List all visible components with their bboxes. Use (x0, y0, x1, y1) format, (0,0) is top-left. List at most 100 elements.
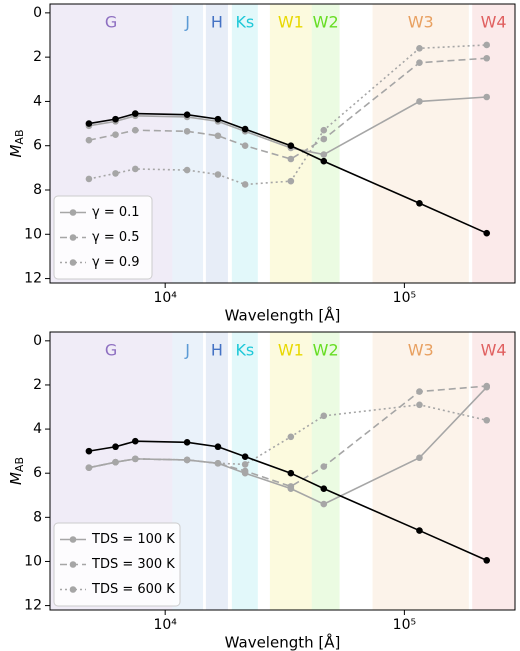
panel: G J H Ks W1 W2 W3 W4 0 2 4 6 8 10 12 10⁴ 10⁵ Wavelength [… (7, 3, 516, 325)
marker (183, 456, 191, 464)
marker (241, 181, 249, 188)
legend: γ = 0.1 γ = 0.5 γ = 0.9 (53, 195, 153, 280)
y-tick-label: 2 (33, 49, 42, 65)
marker (241, 453, 249, 460)
series-line (88, 57, 487, 160)
marker (85, 175, 93, 183)
legend-label: TDS = 300 K (91, 557, 175, 572)
band-label: H (211, 341, 223, 360)
marker (320, 157, 328, 165)
marker (131, 110, 139, 117)
band-label: W1 (278, 341, 304, 360)
marker (112, 115, 119, 123)
marker (183, 166, 191, 174)
marker (483, 229, 491, 237)
legend-marker (69, 536, 77, 543)
band-label: W2 (313, 341, 339, 360)
band-label: Ks (235, 341, 254, 360)
legend: TDS = 100 K TDS = 300 K TDS = 600 K (53, 522, 181, 607)
legend-label: γ = 0.9 (92, 255, 140, 270)
marker (483, 54, 491, 62)
marker (85, 447, 93, 455)
y-tick-label: 2 (33, 377, 42, 393)
x-tick-label: 10⁵ (393, 290, 416, 306)
y-tick-label: 10 (24, 553, 42, 569)
band-label: G (105, 341, 117, 360)
marker (183, 111, 191, 119)
y-axis-label-sub: AB (13, 457, 26, 472)
marker (112, 131, 119, 138)
band-label: W4 (481, 13, 507, 32)
marker (85, 464, 93, 471)
x-tick-label: 10⁵ (393, 617, 416, 633)
marker (416, 527, 423, 534)
band (372, 332, 469, 610)
y-tick-label: 6 (33, 465, 42, 481)
band (205, 4, 228, 283)
legend-label: TDS = 100 K (91, 532, 175, 547)
marker (112, 170, 119, 177)
marker (241, 461, 249, 468)
marker (483, 383, 491, 391)
marker (241, 142, 249, 150)
series-line (88, 112, 488, 234)
series-line (88, 440, 488, 562)
marker (416, 59, 423, 66)
marker (112, 443, 119, 451)
legend-marker (69, 586, 77, 593)
band-label: W1 (278, 13, 304, 32)
marker (287, 485, 295, 492)
y-axis-label: MAB (7, 129, 27, 157)
marker (483, 416, 491, 424)
marker (214, 443, 222, 451)
marker (241, 125, 249, 133)
marker (85, 136, 93, 144)
band (205, 332, 228, 610)
band (472, 332, 515, 610)
y-tick-label: 0 (33, 333, 42, 349)
marker (287, 155, 295, 163)
marker (416, 98, 423, 105)
marker (483, 41, 491, 49)
y-axis-label-main: M (7, 145, 25, 158)
x-axis-label: Wavelength [Å] (225, 306, 341, 325)
marker (320, 485, 328, 492)
y-tick-label: 4 (33, 93, 42, 109)
y-tick-label: 10 (24, 226, 42, 242)
marker (214, 115, 222, 123)
marker (287, 469, 295, 477)
band-label: J (184, 341, 190, 360)
marker (131, 437, 139, 445)
marker (241, 469, 249, 477)
band-label: H (211, 13, 223, 32)
band-label: W2 (313, 13, 339, 32)
x-axis-label: Wavelength [Å] (225, 633, 341, 651)
marker (85, 120, 93, 127)
y-tick-label: 12 (24, 598, 42, 614)
marker (287, 433, 295, 441)
x-tick-label: 10⁴ (153, 617, 177, 633)
marker (183, 128, 191, 135)
y-tick-label: 0 (33, 5, 42, 21)
y-axis-label-sub: AB (13, 129, 26, 144)
band-label: W3 (408, 13, 434, 32)
marker (416, 388, 423, 395)
marker (287, 177, 295, 185)
legend-label: TDS = 600 K (91, 582, 175, 597)
band-label: J (184, 13, 190, 32)
marker (320, 500, 328, 508)
marker (320, 135, 328, 143)
marker (287, 142, 295, 150)
y-tick-label: 4 (33, 421, 42, 437)
band-label: Ks (235, 13, 254, 32)
marker (183, 439, 191, 446)
series-line (88, 96, 487, 156)
band (472, 4, 515, 283)
band-label: W4 (481, 341, 507, 360)
y-axis-label: MAB (7, 457, 27, 485)
marker (416, 401, 423, 409)
y-tick-label: 8 (33, 509, 42, 525)
legend-marker (69, 209, 77, 216)
legend-marker (69, 234, 77, 241)
